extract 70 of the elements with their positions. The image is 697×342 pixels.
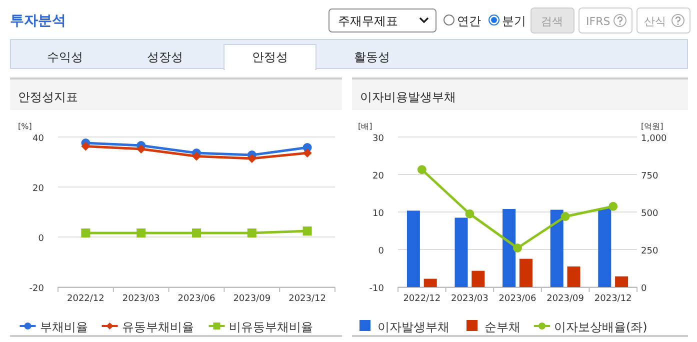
point: [247, 228, 256, 238]
y2-tick-label: 750: [641, 172, 658, 182]
y-tick-label: 40: [32, 134, 44, 144]
point: [513, 244, 522, 252]
y-tick-label: 20: [372, 172, 384, 182]
point: [465, 209, 474, 218]
point: [302, 226, 312, 236]
point: [136, 144, 146, 154]
point: [608, 202, 618, 211]
point: [302, 148, 312, 158]
legend-label: 순부채: [484, 320, 520, 334]
text: 연간: [457, 14, 481, 28]
bar: [550, 210, 564, 287]
text: IFRS: [586, 15, 610, 28]
y-tick-label: 0: [378, 246, 384, 256]
legend-label: 이자발생부채: [378, 320, 450, 334]
point: [192, 228, 201, 238]
point: [136, 228, 146, 238]
bar: [502, 209, 516, 287]
y2-tick-label: 1,000: [641, 134, 668, 144]
legend-label: 유동부채비율: [122, 320, 194, 334]
y-tick-label: -10: [369, 284, 384, 294]
y2-tick-label: 500: [641, 209, 658, 219]
point: [560, 212, 570, 221]
y-tick-label: 30: [372, 134, 384, 144]
legend-label: 부채비율: [40, 320, 88, 334]
point: [417, 165, 426, 174]
text: 안정성: [252, 50, 288, 64]
x-tick-label: 2023/12: [288, 294, 326, 304]
text: 주재무제표: [338, 14, 398, 28]
legend-label: 이자보상배율(좌): [554, 320, 648, 334]
x-tick-label: 2023/03: [122, 294, 160, 304]
text: 검색: [541, 15, 563, 28]
x-tick-label: 2023/03: [451, 294, 488, 304]
bar: [519, 258, 532, 287]
y-tick-label: 0: [38, 234, 44, 244]
text: 산식: [644, 15, 666, 28]
y-tick-label: 20: [32, 184, 44, 194]
bar: [598, 208, 612, 287]
y2-tick-label: 250: [641, 246, 658, 256]
text: 활동성: [354, 50, 390, 64]
x-tick-label: 2023/12: [594, 294, 632, 304]
bar: [472, 270, 485, 287]
point: [81, 228, 90, 238]
x-tick-label: 2023/09: [546, 294, 584, 304]
bar: [454, 218, 468, 287]
x-tick-label: 2023/06: [498, 294, 536, 304]
y-axis-title: [배]: [358, 122, 372, 131]
text: 수익성: [47, 50, 83, 64]
text: 투자분석: [10, 13, 66, 29]
bar: [424, 278, 437, 287]
x-tick-label: 2022/12: [403, 294, 441, 304]
y2-tick-label: 0: [641, 284, 647, 294]
x-tick-label: 2023/09: [233, 294, 271, 304]
bar: [567, 266, 580, 287]
x-tick-label: 2023/06: [178, 294, 216, 304]
point: [192, 152, 201, 161]
x-tick-label: 2022/12: [67, 294, 104, 304]
text: 분기: [502, 14, 526, 28]
y-tick-label: 10: [372, 209, 384, 219]
y-tick-label: -20: [29, 284, 44, 294]
chart-title: 이자비용발생부채: [360, 90, 456, 104]
bar: [406, 210, 420, 287]
text: 성장성: [147, 50, 183, 64]
y-axis-title: [%]: [18, 122, 32, 131]
legend-label: 비유동부채비율: [228, 320, 313, 334]
chart-title: 안정성지표: [18, 90, 78, 104]
y2-axis-title: [억원]: [641, 122, 664, 131]
bar: [615, 276, 628, 287]
point: [81, 142, 90, 151]
